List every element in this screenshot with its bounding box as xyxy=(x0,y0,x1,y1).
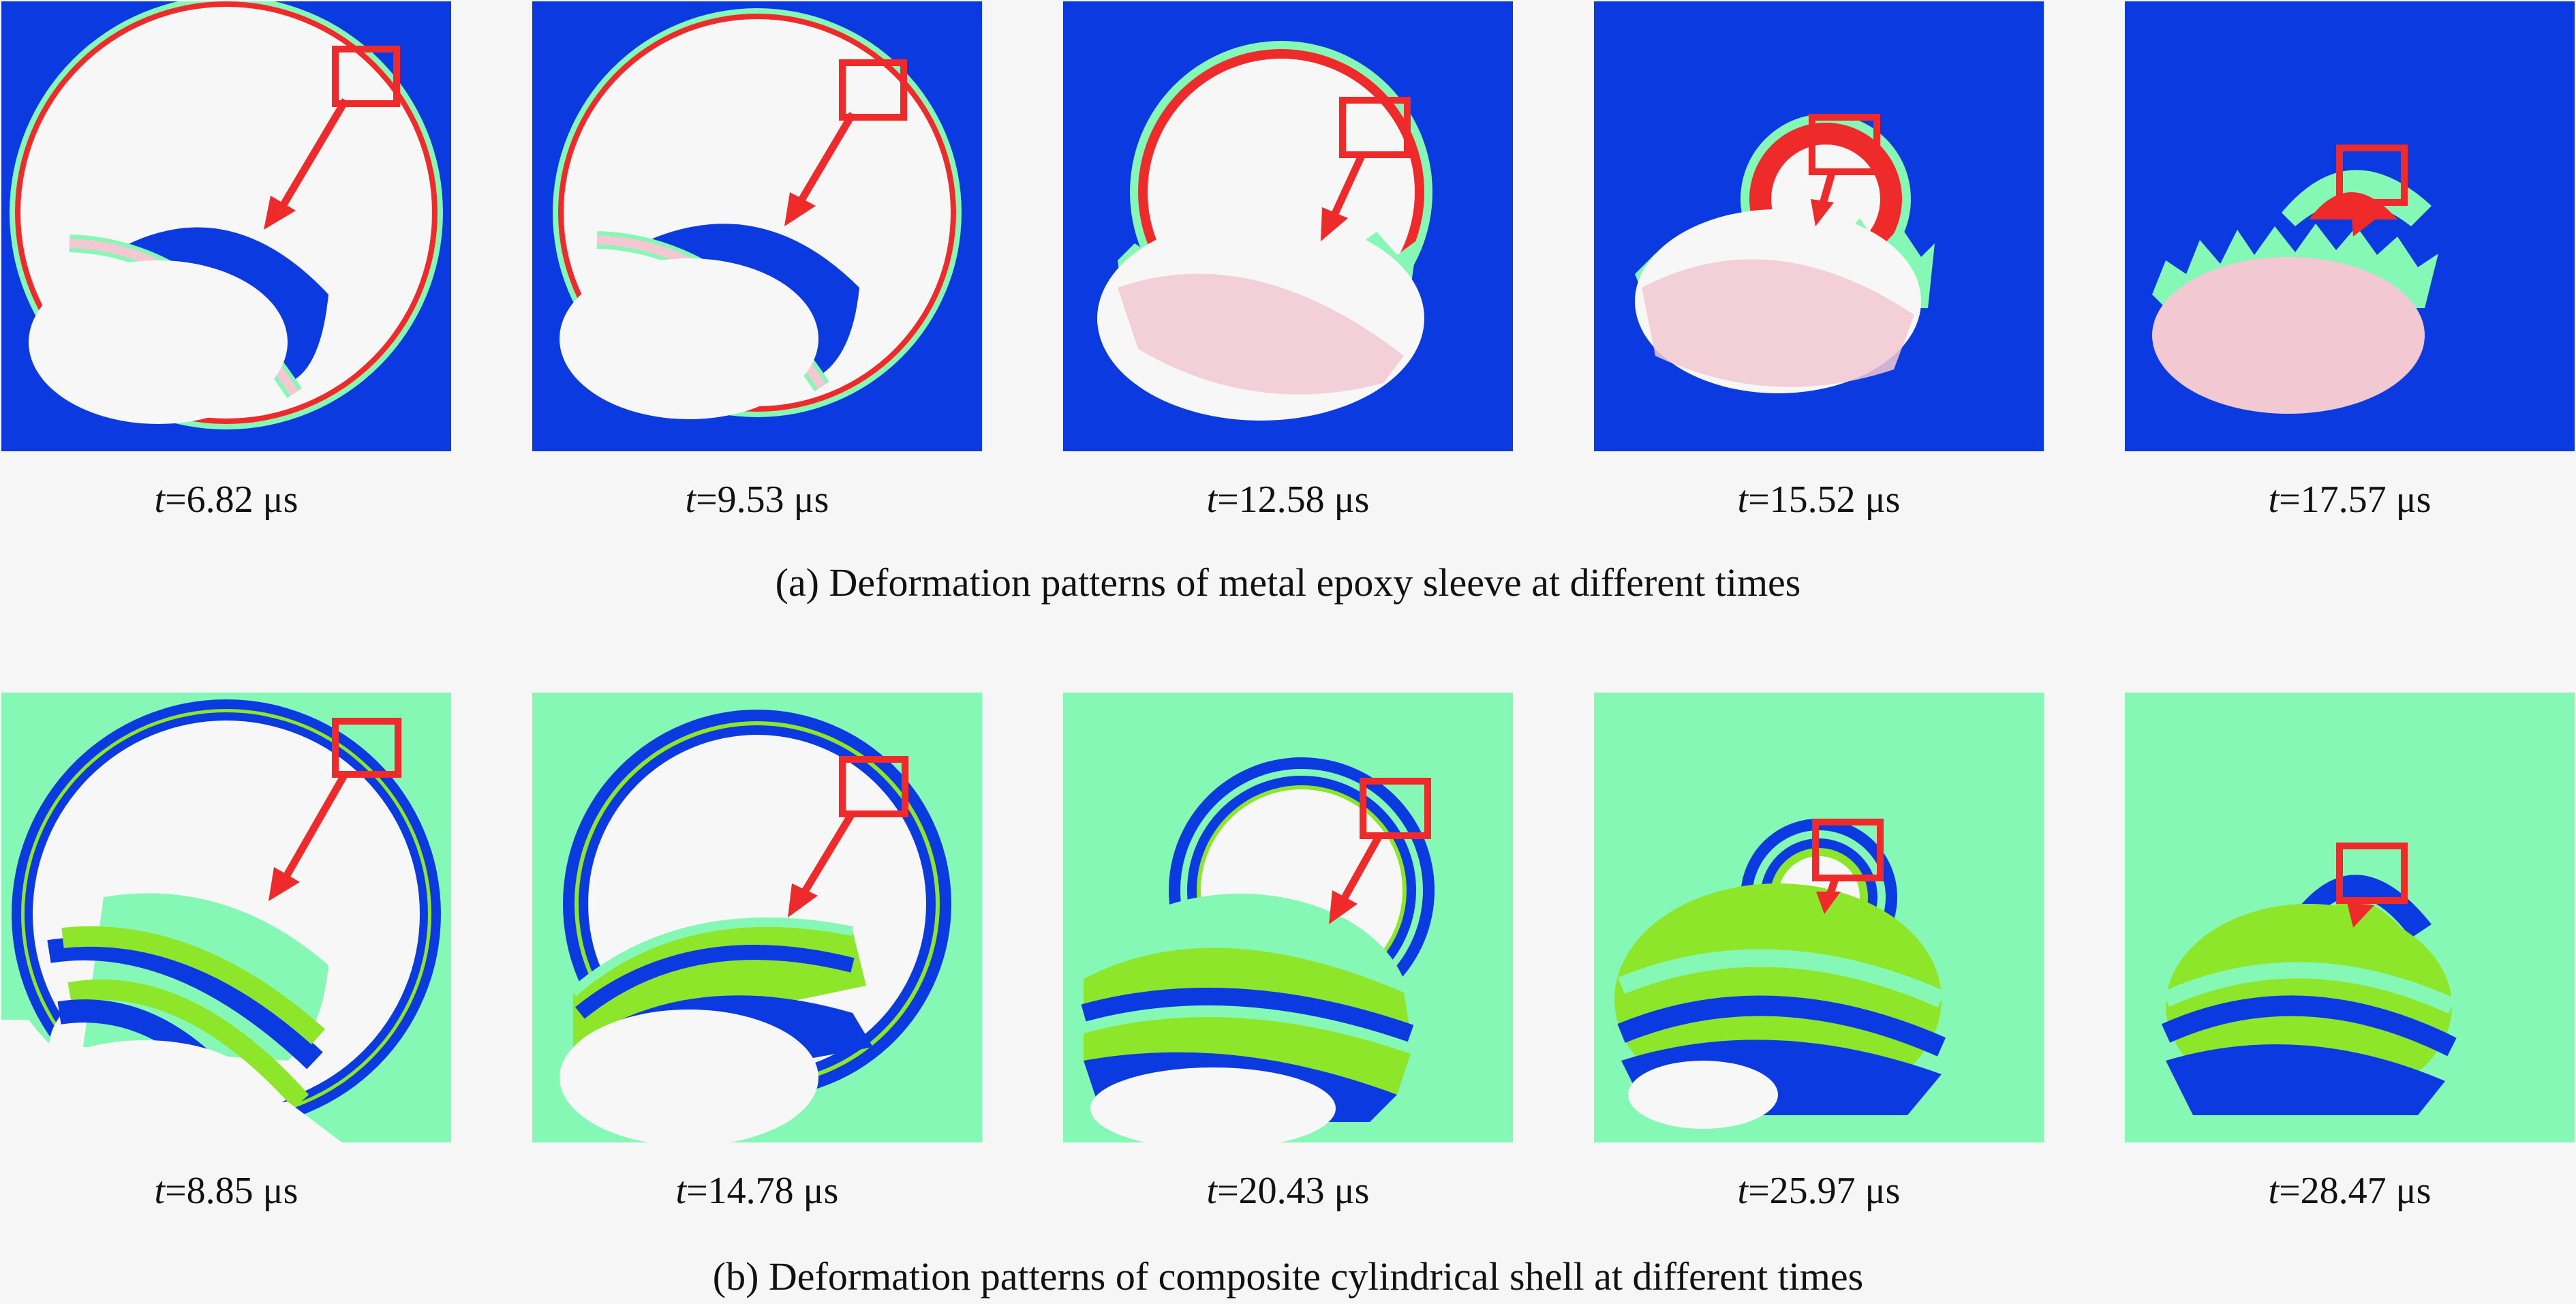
panel-metal-4 xyxy=(1594,1,2044,451)
highlight-box xyxy=(1339,97,1411,158)
arrow-head xyxy=(264,196,296,230)
panel-composite-5 xyxy=(2125,693,2575,1142)
panel-composite-2 xyxy=(532,693,982,1142)
panel-composite-4 xyxy=(1594,693,2044,1142)
time-label: t=25.97 μs xyxy=(1737,1170,1901,1212)
time-label: t=14.78 μs xyxy=(675,1170,839,1212)
highlight-box xyxy=(2336,843,2408,904)
time-label: t=20.43 μs xyxy=(1206,1170,1370,1212)
time-label: t=17.57 μs xyxy=(2268,479,2432,521)
time-label: t=15.52 μs xyxy=(1737,479,1901,521)
time-label: t=12.58 μs xyxy=(1206,479,1370,521)
arrow-head xyxy=(1329,890,1358,924)
caption-row-a: (a) Deformation patterns of metal epoxy … xyxy=(775,560,1801,605)
panel-metal-5 xyxy=(2125,1,2575,451)
panel-metal-2 xyxy=(532,1,982,451)
arrow-head xyxy=(784,192,816,226)
time-label: t=6.82 μs xyxy=(154,479,298,521)
highlight-box xyxy=(1809,114,1880,175)
caption-row-b: (b) Deformation patterns of composite cy… xyxy=(712,1254,1864,1299)
arrow-head xyxy=(2347,903,2374,928)
highlight-box xyxy=(2336,145,2408,206)
arrow-head xyxy=(2351,206,2377,237)
arrow-head xyxy=(1321,207,1348,241)
time-label: t=9.53 μs xyxy=(685,479,829,521)
highlight-box xyxy=(839,756,908,817)
panel-metal-1 xyxy=(1,1,451,451)
highlight-box xyxy=(1360,778,1431,839)
arrow-head xyxy=(1816,892,1841,914)
arrow-head xyxy=(1811,199,1834,226)
highlight-box xyxy=(332,718,401,778)
time-label: t=28.47 μs xyxy=(2268,1170,2432,1212)
arrow-head xyxy=(788,883,818,918)
time-label: t=8.85 μs xyxy=(154,1170,298,1212)
arrow-head xyxy=(269,867,300,901)
panel-composite-1 xyxy=(1,693,451,1142)
highlight-box xyxy=(1812,819,1884,881)
highlight-box xyxy=(332,46,400,107)
panel-composite-3 xyxy=(1063,693,1513,1142)
panel-metal-3 xyxy=(1063,1,1513,451)
highlight-box xyxy=(839,59,907,121)
